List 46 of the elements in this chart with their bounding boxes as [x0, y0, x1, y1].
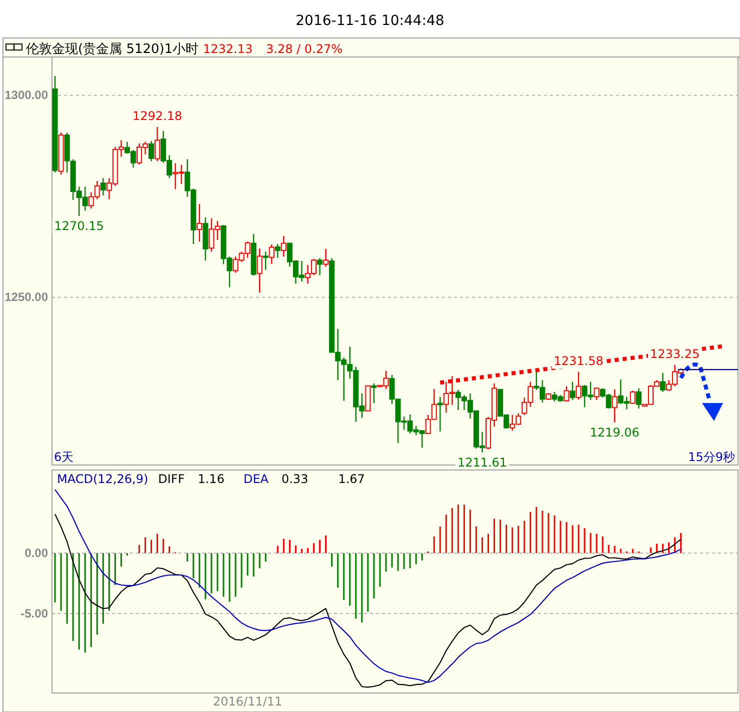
annotation: 1292.18	[132, 108, 182, 123]
candlestick	[256, 248, 262, 294]
y-tick-label: 1250.00	[4, 290, 48, 304]
text: 1232.13	[203, 42, 253, 56]
annotation: 15分9秒	[688, 450, 735, 464]
candlestick	[323, 248, 329, 268]
candlestick	[570, 381, 576, 401]
candlestick	[594, 386, 600, 401]
chart-subtitle: 伦敦金现(贵金属 5120)1小时	[26, 42, 199, 57]
candlestick	[564, 386, 570, 402]
annotation: 1.67	[338, 472, 365, 486]
candlestick	[576, 371, 582, 400]
candlestick	[262, 251, 268, 270]
annotation: 1270.15	[54, 218, 104, 233]
candlestick	[196, 203, 202, 242]
y-tick-label: 0.00	[24, 546, 48, 560]
annotation: 0.33	[281, 472, 308, 486]
x-tick-label: 2016/11/11	[212, 694, 282, 709]
candlestick	[317, 258, 323, 276]
y-tick-label: 1300.00	[4, 88, 48, 102]
candlestick	[280, 235, 286, 258]
candlestick	[612, 388, 618, 423]
annotation: 1231.58	[554, 354, 604, 368]
candlestick	[148, 140, 154, 162]
candlestick	[274, 243, 280, 258]
candlestick	[630, 390, 636, 405]
line-series	[54, 488, 682, 683]
text: 3.28 / 0.27%	[266, 42, 343, 56]
annotation: 1.16	[198, 472, 224, 486]
y-tick-label: -5.00	[20, 606, 48, 620]
candlestick	[154, 126, 160, 162]
line-series	[54, 514, 682, 688]
candlestick	[268, 244, 274, 264]
text: DEA	[243, 472, 270, 486]
candlestick	[371, 382, 377, 404]
text: DIFF	[158, 472, 185, 486]
annotation: 1219.06	[590, 425, 640, 440]
annotation: 1211.61	[457, 455, 508, 470]
chart-title: 2016-11-16 10:44:48	[296, 13, 444, 29]
chart-title: MACD(12,26,9)	[57, 472, 148, 486]
candlestick	[437, 396, 443, 432]
annotation: 6天	[54, 450, 74, 464]
candlestick	[100, 178, 106, 196]
candlestick	[660, 372, 666, 392]
candlestick	[636, 388, 642, 410]
annotation: 1233.25	[650, 347, 700, 362]
